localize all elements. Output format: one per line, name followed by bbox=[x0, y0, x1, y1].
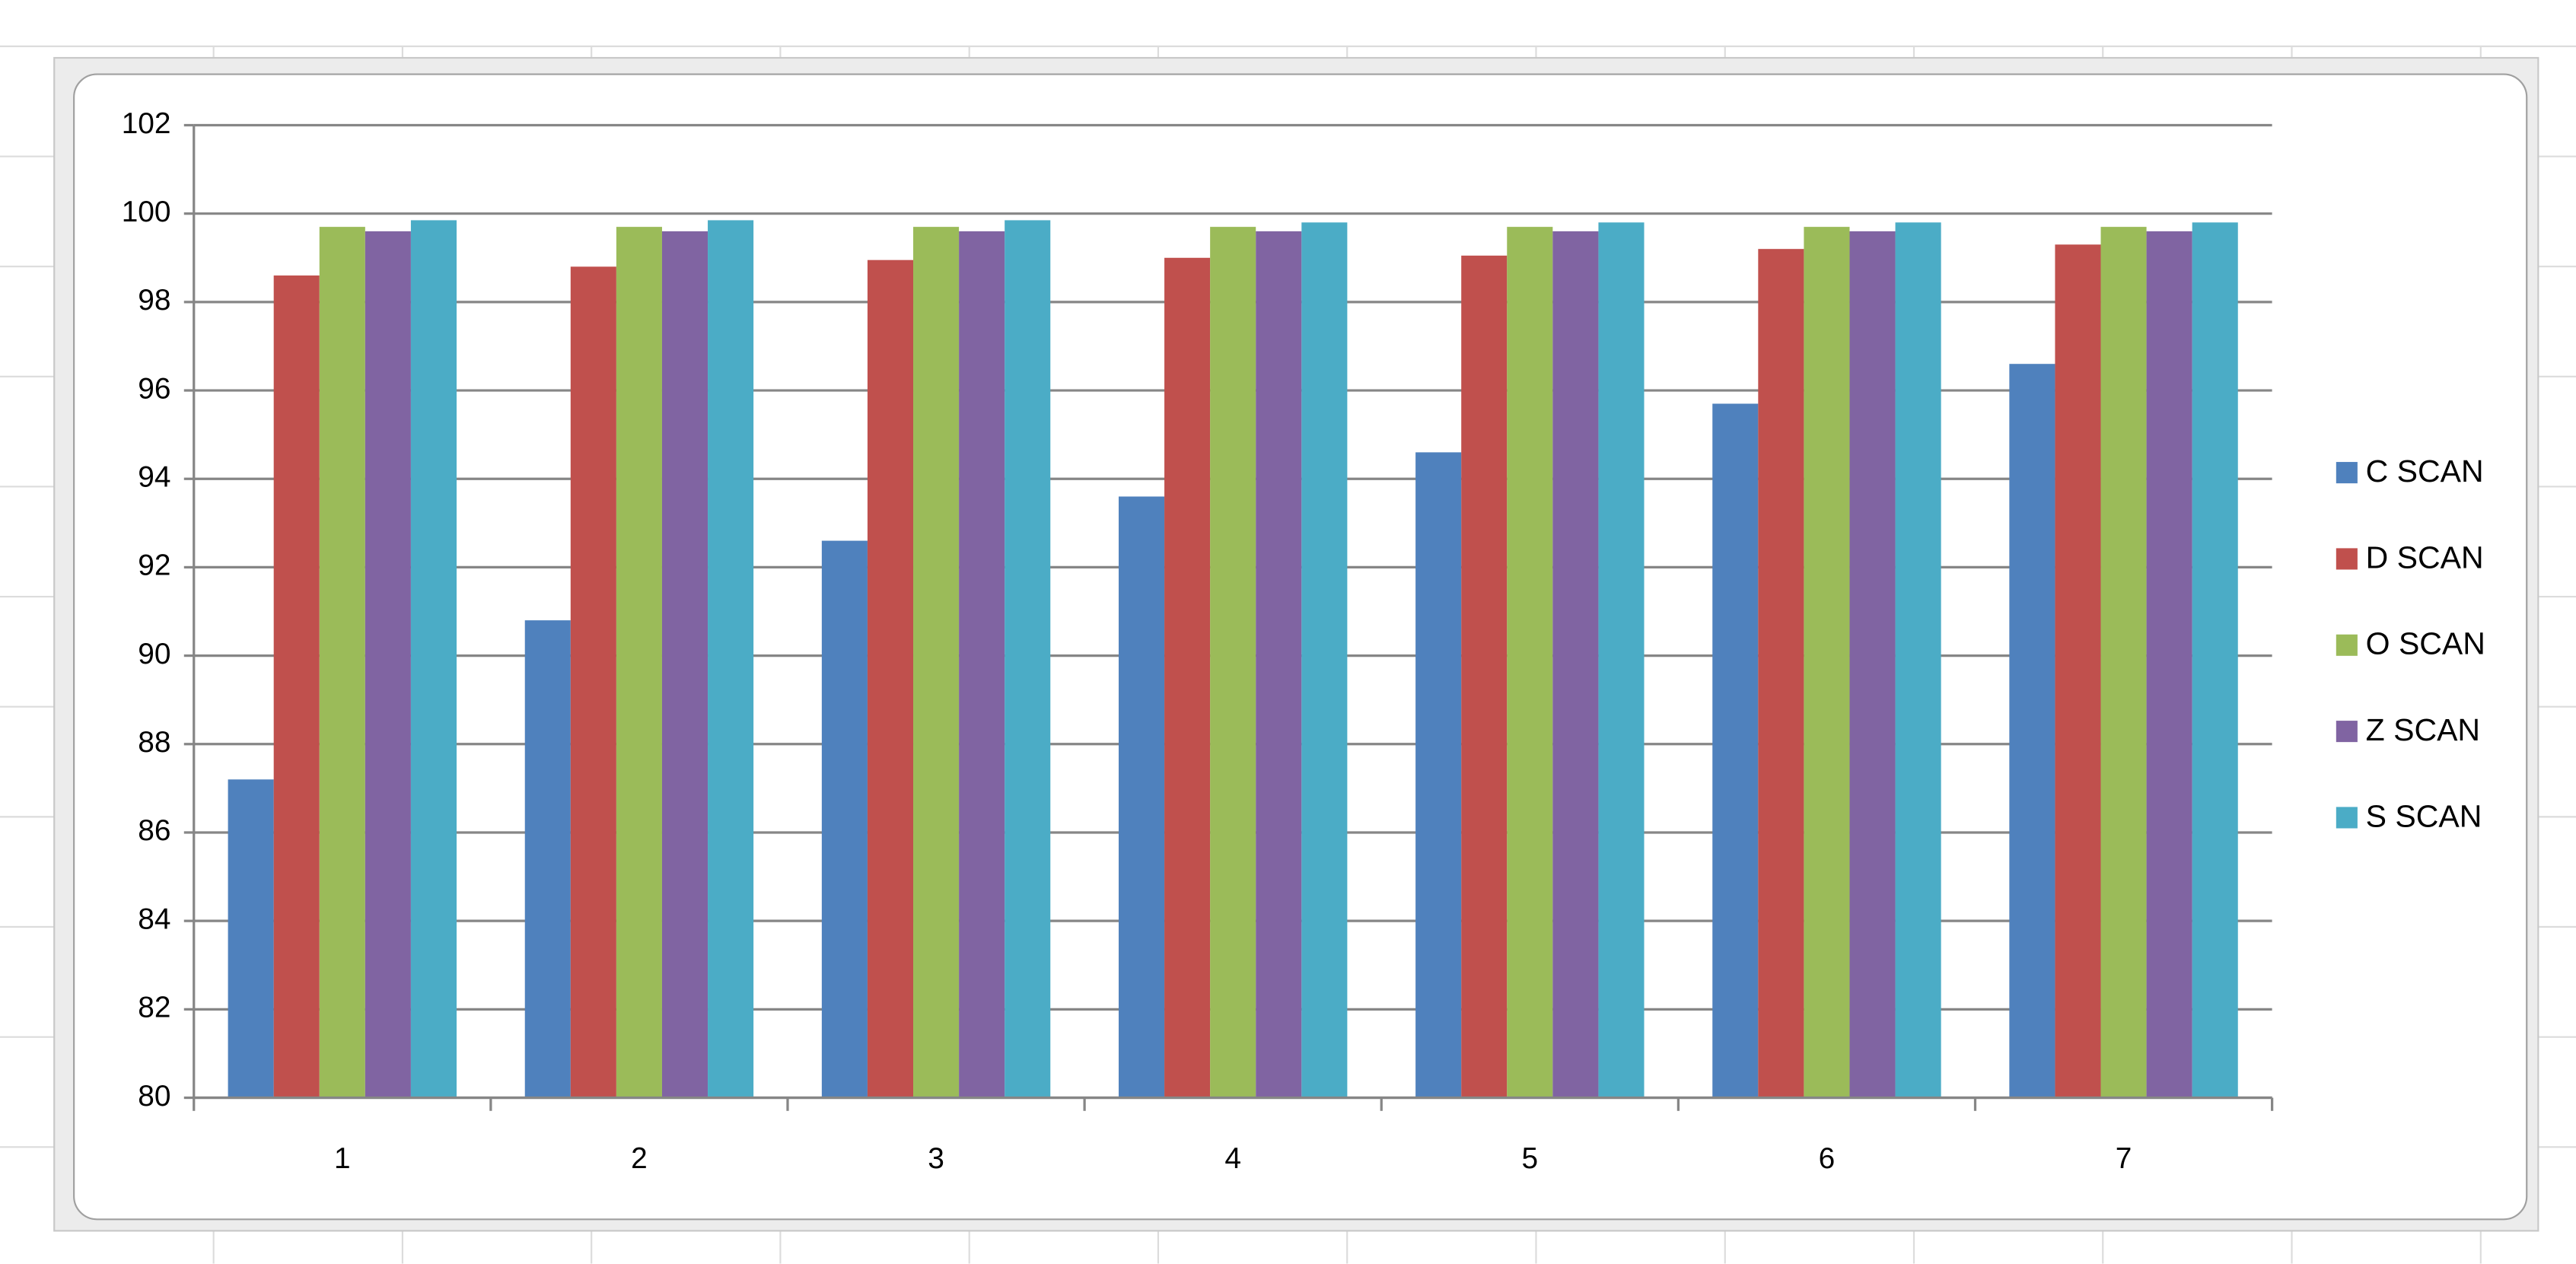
legend-label: Z SCAN bbox=[2366, 712, 2480, 747]
x-tick-label: 4 bbox=[1224, 1142, 1241, 1175]
bar bbox=[1118, 496, 1165, 1098]
legend-label: O SCAN bbox=[2366, 626, 2485, 661]
bar bbox=[1712, 403, 1759, 1098]
bar bbox=[273, 275, 320, 1098]
bar bbox=[1895, 222, 1941, 1098]
bar bbox=[365, 231, 411, 1098]
bar bbox=[959, 231, 1005, 1098]
x-tick-label: 6 bbox=[1819, 1142, 1836, 1175]
bar bbox=[1415, 452, 1462, 1098]
y-tick-label: 96 bbox=[138, 372, 170, 405]
legend-swatch bbox=[2336, 634, 2358, 656]
legend-swatch bbox=[2336, 462, 2358, 484]
x-tick-label: 5 bbox=[1522, 1142, 1539, 1175]
y-tick-label: 92 bbox=[138, 549, 170, 582]
bar bbox=[1758, 249, 1804, 1098]
y-tick-label: 82 bbox=[138, 992, 170, 1024]
bar bbox=[913, 227, 960, 1098]
bar bbox=[1849, 231, 1896, 1098]
bar bbox=[1301, 222, 1348, 1098]
bar bbox=[616, 227, 662, 1098]
x-tick-label: 3 bbox=[928, 1142, 944, 1175]
legend-swatch bbox=[2336, 807, 2358, 829]
bar bbox=[228, 779, 274, 1098]
bar bbox=[821, 540, 868, 1098]
x-tick-label: 7 bbox=[2116, 1142, 2132, 1175]
bar bbox=[2009, 364, 2055, 1098]
bar bbox=[708, 220, 754, 1098]
bar bbox=[1598, 222, 1645, 1098]
bar bbox=[524, 620, 571, 1098]
bar bbox=[2192, 222, 2238, 1098]
bar bbox=[867, 259, 914, 1098]
y-tick-label: 102 bbox=[122, 107, 171, 140]
y-tick-label: 86 bbox=[138, 814, 170, 847]
bar bbox=[1461, 255, 1508, 1098]
x-tick-label: 2 bbox=[631, 1142, 648, 1175]
legend-swatch bbox=[2336, 721, 2358, 743]
y-tick-label: 80 bbox=[138, 1080, 170, 1113]
bar bbox=[1164, 257, 1211, 1098]
y-tick-label: 100 bbox=[122, 196, 171, 228]
bar bbox=[1804, 227, 1850, 1098]
bar bbox=[1552, 231, 1599, 1098]
x-tick-label: 1 bbox=[334, 1142, 351, 1175]
y-tick-label: 84 bbox=[138, 903, 170, 935]
bar bbox=[661, 231, 708, 1098]
bar bbox=[1210, 227, 1256, 1098]
y-tick-label: 90 bbox=[138, 638, 170, 670]
legend-label: S SCAN bbox=[2366, 798, 2482, 833]
bar bbox=[1005, 220, 1051, 1098]
bar bbox=[1507, 227, 1553, 1098]
bar bbox=[319, 227, 365, 1098]
legend-label: D SCAN bbox=[2366, 540, 2484, 575]
y-tick-label: 94 bbox=[138, 461, 170, 494]
legend-swatch bbox=[2336, 548, 2358, 570]
legend-label: C SCAN bbox=[2366, 454, 2484, 489]
bar bbox=[1256, 231, 1302, 1098]
bar bbox=[570, 266, 616, 1098]
bar bbox=[2100, 227, 2147, 1098]
bar bbox=[2055, 244, 2101, 1098]
y-tick-label: 98 bbox=[138, 284, 170, 317]
bar bbox=[2146, 231, 2192, 1098]
y-tick-label: 88 bbox=[138, 726, 170, 759]
bar bbox=[410, 220, 457, 1098]
